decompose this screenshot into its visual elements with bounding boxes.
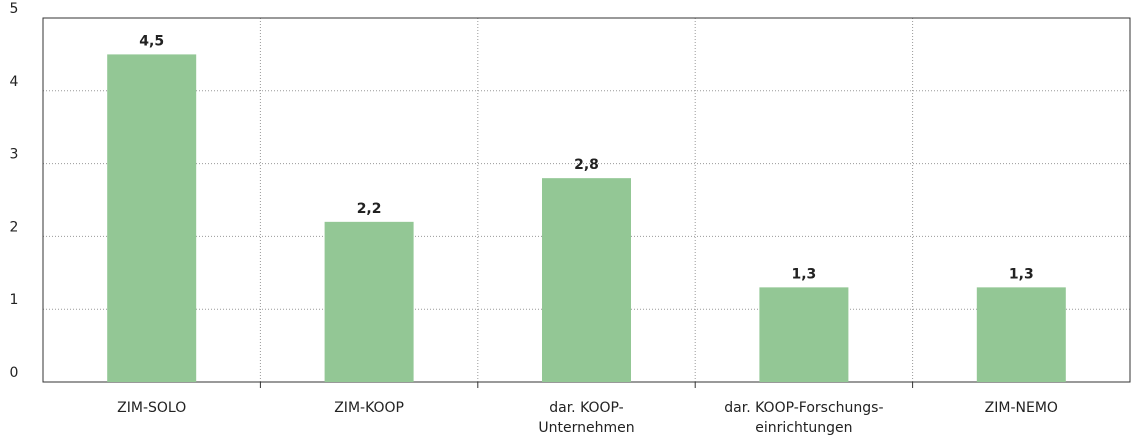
value-label: 2,2 [357,201,382,217]
y-tick-label: 3 [10,147,19,163]
value-label: 2,8 [574,157,599,173]
value-label: 4,5 [139,33,164,49]
y-tick-label: 2 [10,219,19,235]
bar [542,178,631,382]
x-tick-label: dar. KOOP-Unternehmen [538,400,634,436]
value-label: 1,3 [1009,266,1034,282]
bar [976,287,1066,382]
y-tick-label: 0 [10,365,19,381]
bar [107,54,197,383]
y-tick-label: 1 [10,292,19,308]
x-tick-label: ZIM-SOLO [117,400,186,416]
bar [759,287,849,382]
value-label: 1,3 [791,266,816,282]
y-tick-label: 4 [10,74,19,90]
y-tick-label: 5 [10,1,19,17]
x-tick-label: ZIM-KOOP [334,400,404,416]
bar [324,221,414,382]
x-tick-label: ZIM-NEMO [985,400,1058,416]
x-tick-label: dar. KOOP-Forschungs-einrichtungen [724,400,883,436]
